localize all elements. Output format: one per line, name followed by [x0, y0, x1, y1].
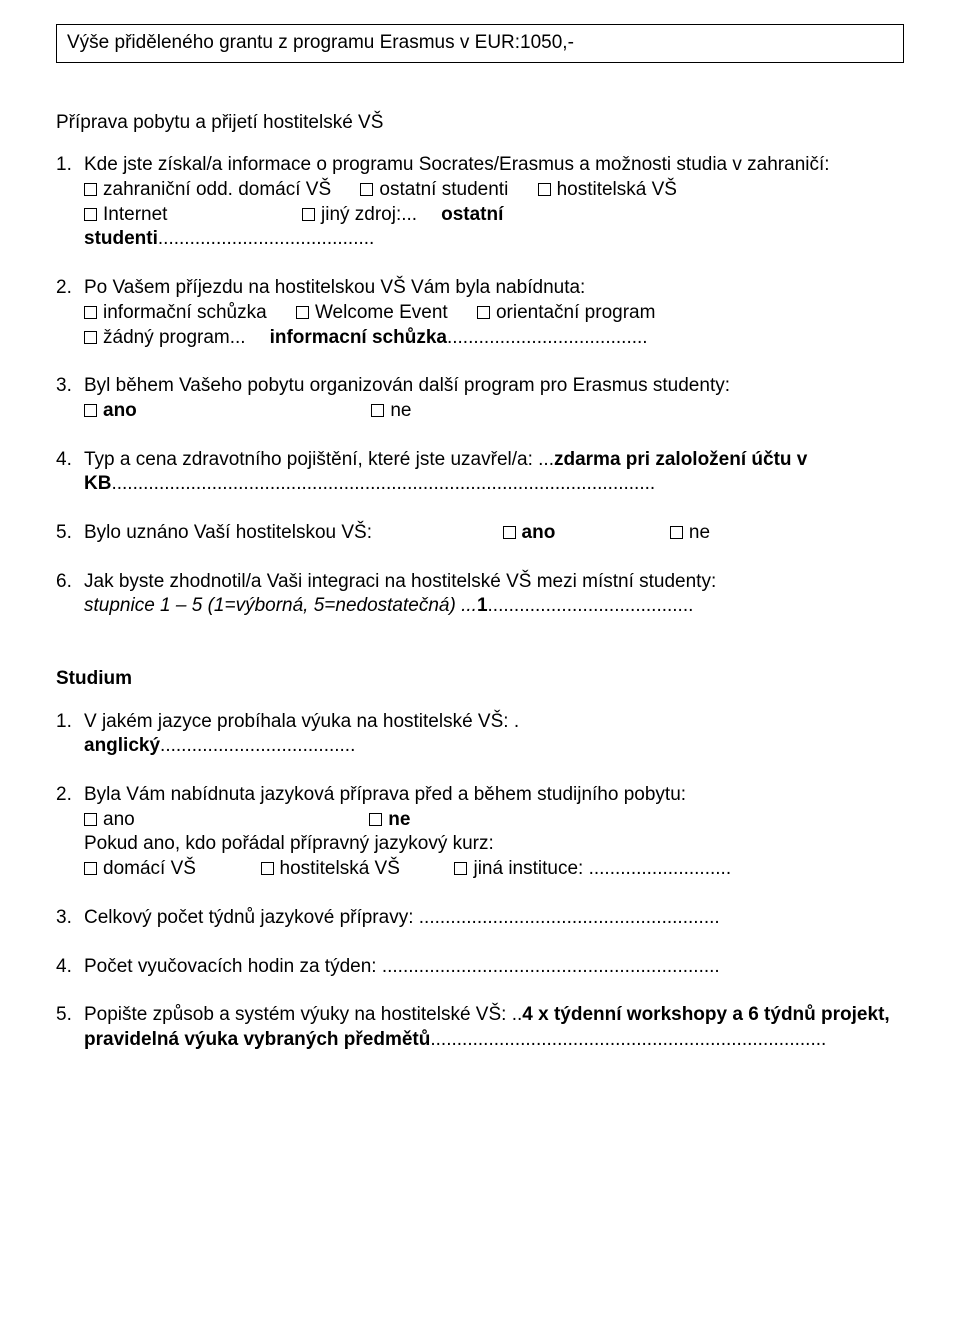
q1-answer: ostatní [441, 204, 503, 225]
section-study-title: Studium [56, 667, 904, 692]
q1-opt-e[interactable]: jiný zdroj:... [302, 203, 417, 228]
q3-no[interactable]: ne [371, 399, 411, 424]
checkbox-icon [369, 813, 382, 826]
q6-answer: 1 [477, 595, 488, 616]
checkbox-icon [84, 331, 97, 344]
s5-dots: ........................................… [430, 1029, 826, 1050]
q2-number: 2. [56, 276, 72, 301]
q3-yes[interactable]: ano [84, 399, 137, 424]
study-questions: 1. V jakém jazyce probíhala výuka na hos… [56, 710, 904, 1053]
study-q4: 4. Počet vyučovacích hodin za týden: ...… [84, 955, 904, 980]
q2-options-row2: žádný program... informacní schůzka......… [84, 326, 904, 351]
s1-text: V jakém jazyce probíhala výuka na hostit… [84, 711, 519, 732]
checkbox-icon [84, 813, 97, 826]
q4-dots: ........................................… [111, 473, 655, 494]
study-q2: 2. Byla Vám nabídnuta jazyková příprava … [84, 783, 904, 882]
s2-subtext: Pokud ano, kdo pořádal přípravný jazykov… [84, 832, 904, 857]
q4-text: Typ a cena zdravotního pojištění, které … [84, 449, 554, 470]
s2-yes[interactable]: ano [84, 808, 135, 833]
checkbox-icon [360, 183, 373, 196]
q2-options: informační schůzka Welcome Event orienta… [84, 301, 904, 326]
study-q1: 1. V jakém jazyce probíhala výuka na hos… [84, 710, 904, 759]
checkbox-icon [261, 862, 274, 875]
s2-no[interactable]: ne [369, 808, 410, 833]
study-q5: 5. Popište způsob a systém výuky na host… [84, 1003, 904, 1052]
s1-number: 1. [56, 710, 72, 735]
checkbox-icon [296, 306, 309, 319]
s5-text: Popište způsob a systém výuky na hostite… [84, 1004, 522, 1025]
q5-yes[interactable]: ano [503, 521, 556, 546]
q6-dots: ....................................... [488, 595, 694, 616]
s2-sub-c[interactable]: jiná instituce: ........................… [454, 857, 731, 882]
q2-opt-d[interactable]: žádný program... [84, 326, 246, 351]
s1-answer: anglický [84, 735, 160, 756]
question-3: 3. Byl během Vašeho pobytu organizován d… [84, 374, 904, 423]
q2-opt-a[interactable]: informační schůzka [84, 301, 267, 326]
q3-options: ano ne [84, 399, 904, 424]
q1-options-row2: Internet jiný zdroj:... ostatní [84, 203, 904, 228]
checkbox-icon [538, 183, 551, 196]
checkbox-icon [84, 404, 97, 417]
checkbox-icon [670, 526, 683, 539]
question-6: 6. Jak byste zhodnotil/a Vaši integraci … [84, 570, 904, 619]
q1-number: 1. [56, 153, 72, 178]
q1-options: zahraniční odd. domácí VŠ ostatní studen… [84, 178, 904, 203]
question-1: 1. Kde jste získal/a informace o program… [84, 153, 904, 252]
checkbox-icon [477, 306, 490, 319]
q6-number: 6. [56, 570, 72, 595]
q6-text: Jak byste zhodnotil/a Vaši integraci na … [84, 571, 716, 592]
s4-number: 4. [56, 955, 72, 980]
q1-answer-cont: studenti [84, 228, 158, 249]
section-preparation-title: Příprava pobytu a přijetí hostitelské VŠ [56, 111, 904, 136]
q1-opt-d[interactable]: Internet [84, 203, 167, 228]
grant-amount-box: Výše přiděleného grantu z programu Erasm… [56, 24, 904, 63]
checkbox-icon [84, 306, 97, 319]
question-5: 5. Bylo uznáno Vaší hostitelskou VŠ: ano… [84, 521, 904, 546]
q2-opt-c[interactable]: orientační program [477, 301, 655, 326]
q1-opt-c[interactable]: hostitelská VŠ [538, 178, 677, 203]
q2-dots: ...................................... [447, 327, 648, 348]
checkbox-icon [84, 208, 97, 221]
q6-scale: stupnice 1 – 5 (1=výborná, 5=nedostatečn… [84, 595, 477, 616]
s1-dots: ..................................... [160, 735, 355, 756]
q2-opt-b[interactable]: Welcome Event [296, 301, 448, 326]
s2-text: Byla Vám nabídnuta jazyková příprava pře… [84, 784, 686, 805]
s2-subopts: domácí VŠ hostitelská VŠ jiná instituce:… [84, 857, 904, 882]
s5-number: 5. [56, 1003, 72, 1028]
q3-number: 3. [56, 374, 72, 399]
study-q3: 3. Celkový počet týdnů jazykové přípravy… [84, 906, 904, 931]
s3-text: Celkový počet týdnů jazykové přípravy: .… [84, 907, 720, 928]
q1-text: Kde jste získal/a informace o programu S… [84, 154, 830, 175]
q5-no[interactable]: ne [670, 521, 710, 546]
s2-options: ano ne [84, 808, 904, 833]
checkbox-icon [84, 183, 97, 196]
s3-number: 3. [56, 906, 72, 931]
preparation-questions: 1. Kde jste získal/a informace o program… [56, 153, 904, 619]
s4-text: Počet vyučovacích hodin za týden: ......… [84, 956, 720, 977]
question-2: 2. Po Vašem příjezdu na hostitelskou VŠ … [84, 276, 904, 350]
q1-dots: ........................................… [158, 228, 374, 249]
s2-number: 2. [56, 783, 72, 808]
grant-amount-text: Výše přiděleného grantu z programu Erasm… [67, 32, 574, 53]
checkbox-icon [302, 208, 315, 221]
s2-sub-b[interactable]: hostitelská VŠ [261, 857, 400, 882]
q4-number: 4. [56, 448, 72, 473]
q3-text: Byl během Vašeho pobytu organizován dalš… [84, 375, 730, 396]
q1-opt-a[interactable]: zahraniční odd. domácí VŠ [84, 178, 331, 203]
checkbox-icon [454, 862, 467, 875]
checkbox-icon [371, 404, 384, 417]
q5-text: Bylo uznáno Vaší hostitelskou VŠ: [84, 522, 372, 543]
checkbox-icon [503, 526, 516, 539]
checkbox-icon [84, 862, 97, 875]
question-4: 4. Typ a cena zdravotního pojištění, kte… [84, 448, 904, 497]
q1-opt-b[interactable]: ostatní studenti [360, 178, 508, 203]
q5-number: 5. [56, 521, 72, 546]
q2-text: Po Vašem příjezdu na hostitelskou VŠ Vám… [84, 277, 585, 298]
q2-answer: informacní schůzka [270, 327, 447, 348]
s2-sub-a[interactable]: domácí VŠ [84, 857, 196, 882]
